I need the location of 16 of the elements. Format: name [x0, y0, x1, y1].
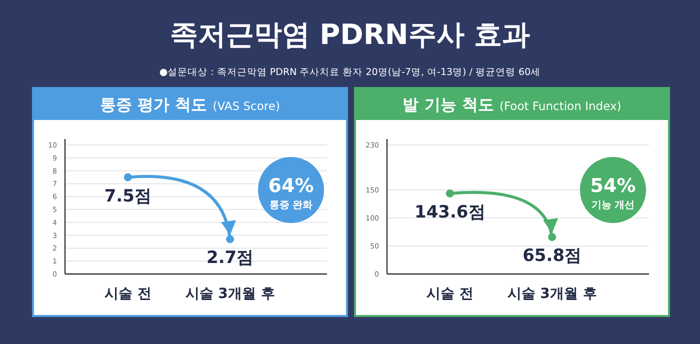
x-tick-label: 시술 3개월 후 — [185, 286, 275, 302]
data-label: 2.7점 — [206, 248, 254, 268]
annotation: 기능 개선 — [591, 200, 635, 211]
data-label: 7.5점 — [104, 186, 152, 206]
text: ●설문대상 : 족저근막염 PDRN 주사치료 환자 20명(남-7명, 여-13명) / 평균연령 60세 — [159, 67, 541, 78]
annotation: 64% — [268, 175, 314, 197]
chart-title: 발 기능 척도 (Foot Function Index) — [402, 95, 622, 114]
text: 족저근막염 PDRN주사 효과 — [170, 18, 530, 51]
x-tick-label: 시술 3개월 후 — [507, 286, 597, 302]
x-tick-label: 시술 전 — [104, 286, 152, 302]
annotation: 통증 완화 — [269, 200, 313, 211]
chart-title: 통증 평가 척도 (VAS Score) — [100, 95, 280, 114]
annotation: 54% — [590, 175, 636, 197]
data-label: 143.6점 — [414, 202, 486, 222]
x-tick-label: 시술 전 — [426, 286, 474, 302]
data-label: 65.8점 — [522, 246, 582, 266]
